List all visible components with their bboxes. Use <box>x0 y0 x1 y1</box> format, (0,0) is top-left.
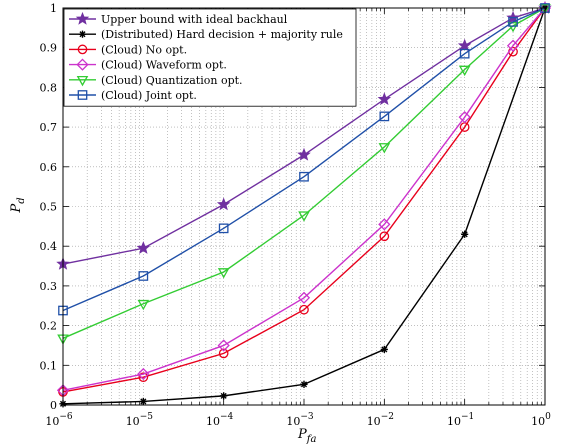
data-point <box>297 291 311 304</box>
data-point <box>218 223 229 234</box>
x-tick-label-base: 10 <box>286 415 300 428</box>
y-tick-label: 0.1 <box>40 359 58 372</box>
legend-label: (Cloud) Waveform opt. <box>101 59 227 72</box>
data-point <box>299 304 309 315</box>
data-point <box>379 111 390 122</box>
data-point <box>297 147 311 161</box>
legend-entry: (Distributed) Hard decision + majority r… <box>69 28 343 41</box>
asterisk-stroke <box>220 392 227 399</box>
legend-label: (Distributed) Hard decision + majority r… <box>101 28 343 41</box>
data-point <box>506 39 520 52</box>
y-tick-label: 0.3 <box>40 280 58 293</box>
series-line <box>62 7 546 265</box>
x-tick-label-base: 10 <box>447 415 461 428</box>
y-tick-label: 1 <box>50 2 57 15</box>
x-tick-label: 10−1 <box>447 412 474 428</box>
x-tick-label-exp: −2 <box>381 412 394 422</box>
data-point <box>461 230 469 238</box>
legend-swatch-marker <box>75 11 90 25</box>
legend-label: Upper bound with ideal backhaul <box>101 13 288 26</box>
data-point <box>459 48 470 59</box>
y-tick-label: 0.9 <box>40 42 58 55</box>
x-tick-label: 10−2 <box>367 412 394 428</box>
x-tick-label-exp: −4 <box>220 412 234 422</box>
data-point <box>218 348 229 359</box>
x-axis-label-base: P <box>297 427 307 442</box>
x-tick-label-exp: −3 <box>300 412 314 422</box>
data-point <box>300 380 308 388</box>
x-tick-label-exp: −5 <box>140 412 154 422</box>
legend-layer: Upper bound with ideal backhaul (Distribu… <box>63 8 357 107</box>
legend-swatch-marker <box>77 44 88 55</box>
legend-entry: (Cloud) No opt. <box>69 43 187 56</box>
data-point <box>136 241 151 254</box>
data-point <box>138 372 149 383</box>
data-point <box>137 299 150 311</box>
legend-entry: (Cloud) Quantization opt. <box>69 74 243 87</box>
asterisk-stroke <box>461 231 468 238</box>
y-tick-label: 0 <box>50 399 57 412</box>
legend-entry: (Cloud) Waveform opt. <box>69 58 227 72</box>
x-tick-label: 10−5 <box>126 412 154 428</box>
x-axis-label-sub: fa <box>306 434 317 445</box>
y-tick-label: 0.7 <box>40 121 58 134</box>
x-tick-label-exp: −6 <box>59 412 73 422</box>
x-tick-label-exp: 0 <box>545 412 551 422</box>
legend-entry: (Cloud) Joint opt. <box>69 89 197 102</box>
data-point <box>298 211 310 222</box>
x-tick-label-exp: −1 <box>461 412 474 422</box>
series-line <box>62 7 546 339</box>
data-point <box>217 268 230 279</box>
data-point <box>138 271 149 281</box>
series-line <box>62 7 546 393</box>
data-point <box>137 367 150 381</box>
x-tick-label-base: 10 <box>206 415 220 428</box>
legend-entry: Upper bound with ideal backhaul <box>69 11 288 26</box>
series-line <box>62 7 546 312</box>
y-axis-label: Pd <box>9 197 27 213</box>
legend-label: (Cloud) Joint opt. <box>101 89 197 102</box>
legend-label: (Cloud) No opt. <box>101 43 187 56</box>
series-line <box>62 7 546 391</box>
legend-swatch-marker <box>76 58 89 71</box>
y-tick-label: 0.8 <box>40 81 58 94</box>
data-point <box>216 197 231 211</box>
legend-box <box>63 8 357 107</box>
data-point <box>458 111 471 124</box>
y-tick-label: 0.6 <box>40 161 58 174</box>
legend-label: (Cloud) Quantization opt. <box>101 74 243 87</box>
x-tick-label: 10−4 <box>206 412 234 428</box>
asterisk-stroke <box>79 31 86 38</box>
legend-swatch-marker <box>77 90 88 100</box>
y-axis-label-base: P <box>9 204 24 214</box>
data-point <box>379 231 390 242</box>
data-point <box>380 345 388 354</box>
x-axis-label: Pfa <box>297 427 316 445</box>
y-axis-label-sub: d <box>16 197 27 203</box>
x-tick-label: 10−6 <box>45 412 73 428</box>
legend-swatch-marker <box>76 75 89 87</box>
y-tick-label: 0.2 <box>40 320 58 333</box>
data-point <box>457 38 472 52</box>
data-point <box>377 92 392 106</box>
x-tick-label: 10−3 <box>286 412 314 428</box>
x-tick-label-base: 10 <box>45 415 59 428</box>
x-tick-label-base: 10 <box>126 415 140 428</box>
data-point <box>378 143 391 154</box>
data-point <box>220 392 228 400</box>
asterisk-stroke <box>381 346 388 353</box>
x-tick-label-base: 10 <box>531 415 545 428</box>
y-tick-label: 0.5 <box>40 201 58 214</box>
data-point <box>458 65 471 77</box>
data-point <box>217 339 230 352</box>
data-point <box>378 218 391 231</box>
data-point <box>299 171 309 182</box>
y-tick-label: 0.4 <box>40 240 58 253</box>
x-tick-label-base: 10 <box>367 415 381 428</box>
asterisk-stroke <box>300 381 308 388</box>
legend-swatch-marker <box>78 30 87 38</box>
data-point <box>508 17 518 27</box>
x-tick-label: 100 <box>531 412 551 428</box>
